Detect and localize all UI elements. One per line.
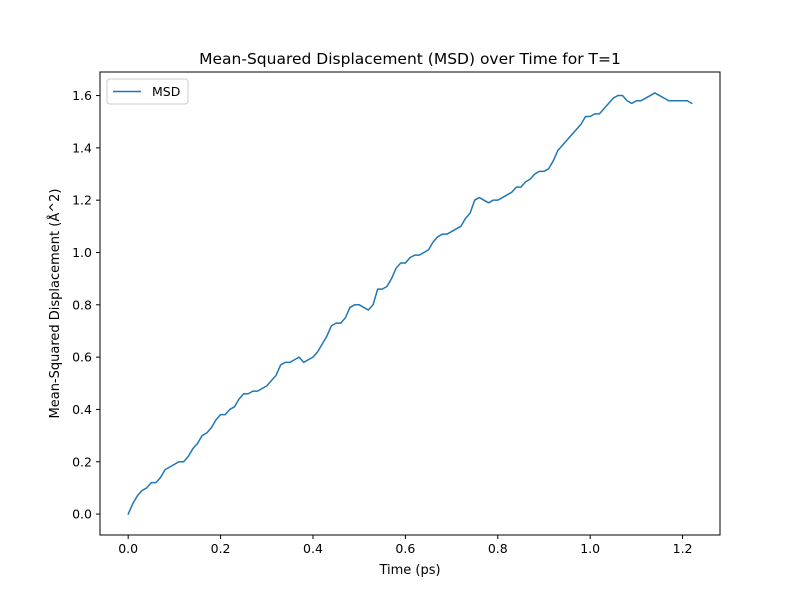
y-tick-label: 0.4 (72, 402, 92, 417)
y-tick-label: 0.8 (72, 297, 92, 312)
series-layer (127, 92, 693, 515)
x-axis-label: Time (ps) (378, 563, 440, 578)
x-tick-label: 0.2 (211, 541, 231, 556)
y-axis-label: Mean-Squared Displacement (Å^2) (47, 189, 63, 419)
chart-title: Mean-Squared Displacement (MSD) over Tim… (199, 50, 621, 68)
y-tick-label: 1.6 (72, 88, 92, 103)
legend: MSD (106, 78, 189, 105)
x-tick-label: 1.2 (673, 541, 693, 556)
x-tick-label: 0.6 (395, 541, 415, 556)
y-axis-ticks: 0.0 0.2 0.4 0.6 0.8 1.0 1.2 1.4 1.6 (72, 88, 100, 522)
y-tick-label: 1.2 (72, 193, 92, 208)
y-tick-label: 0.2 (72, 454, 92, 469)
legend-box (106, 78, 189, 105)
plot-frame (99, 71, 721, 536)
series-line-msd (127, 92, 693, 515)
y-tick-label: 0.0 (72, 507, 92, 522)
y-tick-label: 1.0 (72, 245, 92, 260)
legend-label: MSD (152, 84, 180, 99)
x-tick-label: 1.0 (580, 541, 600, 556)
x-tick-label: 0.0 (118, 541, 138, 556)
y-tick-label: 1.4 (72, 140, 92, 155)
x-tick-label: 0.4 (303, 541, 323, 556)
x-tick-label: 0.8 (488, 541, 508, 556)
y-tick-label: 0.6 (72, 350, 92, 365)
x-axis-ticks: 0.0 0.2 0.4 0.6 0.8 1.0 1.2 (118, 535, 693, 556)
